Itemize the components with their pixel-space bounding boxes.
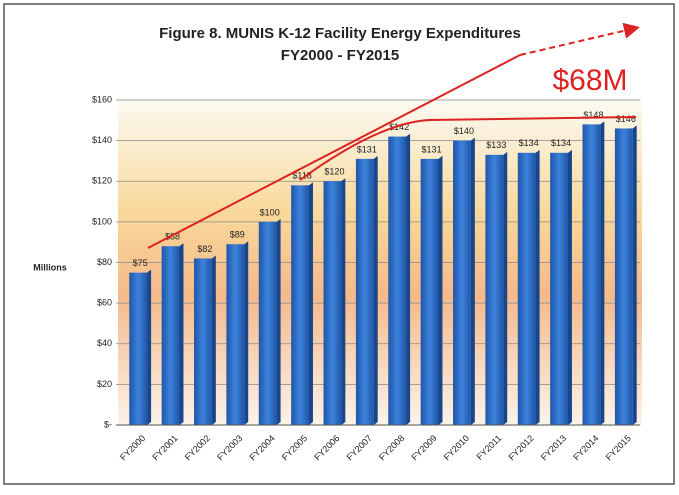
bar xyxy=(614,128,633,425)
y-axis-label: Millions xyxy=(33,262,67,272)
bar-side xyxy=(211,255,216,425)
value-label: $131 xyxy=(422,144,442,154)
y-tick-label: $100 xyxy=(92,216,112,226)
value-label: $148 xyxy=(583,110,603,120)
trend-line xyxy=(147,54,521,249)
value-label: $82 xyxy=(197,244,212,254)
value-label: $146 xyxy=(616,114,636,124)
bar-side xyxy=(535,149,540,425)
value-label: $142 xyxy=(389,122,409,132)
bar xyxy=(323,181,342,425)
bar-side xyxy=(179,243,184,425)
bar xyxy=(194,258,212,425)
bar xyxy=(226,244,245,425)
bar xyxy=(388,136,407,425)
bar-side xyxy=(438,155,443,425)
y-tick-label: $140 xyxy=(92,135,112,145)
bar-side xyxy=(276,218,281,425)
value-label: $100 xyxy=(260,207,280,217)
bar-side xyxy=(147,269,152,425)
bar xyxy=(582,124,601,425)
value-label: $89 xyxy=(230,230,245,240)
y-tick-label: $80 xyxy=(97,257,112,267)
bar-side xyxy=(567,149,572,425)
annotation: $68M xyxy=(552,64,627,97)
chart-subtitle: FY2000 - FY2015 xyxy=(281,47,399,64)
value-label: $88 xyxy=(165,232,180,242)
bar-side xyxy=(308,182,313,425)
value-label: $134 xyxy=(551,138,571,148)
value-label: $133 xyxy=(486,140,506,150)
y-tick-label: $160 xyxy=(92,94,112,104)
bar xyxy=(129,272,148,425)
value-label: $120 xyxy=(324,167,344,177)
value-label: $134 xyxy=(519,138,539,148)
y-tick-label: $120 xyxy=(92,176,112,186)
bar-side xyxy=(470,137,475,425)
bar-side xyxy=(503,151,508,425)
y-tick-label: $40 xyxy=(97,338,112,348)
bar-side xyxy=(373,155,378,425)
y-tick-label: $60 xyxy=(97,298,112,308)
y-tick-label: $20 xyxy=(97,379,112,389)
bar-side xyxy=(632,125,637,425)
value-label: $140 xyxy=(454,126,474,136)
bar-side xyxy=(244,241,249,425)
bar-side xyxy=(341,178,346,425)
plateau-line xyxy=(299,116,637,181)
chart-title: Figure 8. MUNIS K-12 Facility Energy Exp… xyxy=(159,25,521,42)
y-tick-label: $- xyxy=(104,419,112,429)
bar xyxy=(355,158,374,425)
bar xyxy=(161,246,180,425)
bar-side xyxy=(406,133,411,425)
bar xyxy=(258,221,277,425)
bar-side xyxy=(600,121,605,425)
bar xyxy=(291,185,309,425)
bar xyxy=(453,140,471,425)
value-label: $75 xyxy=(133,258,148,268)
bar xyxy=(420,158,439,425)
bar xyxy=(517,152,536,425)
bar xyxy=(550,152,568,425)
value-label: $118 xyxy=(292,171,311,181)
value-label: $131 xyxy=(357,144,377,154)
bar xyxy=(485,154,504,425)
